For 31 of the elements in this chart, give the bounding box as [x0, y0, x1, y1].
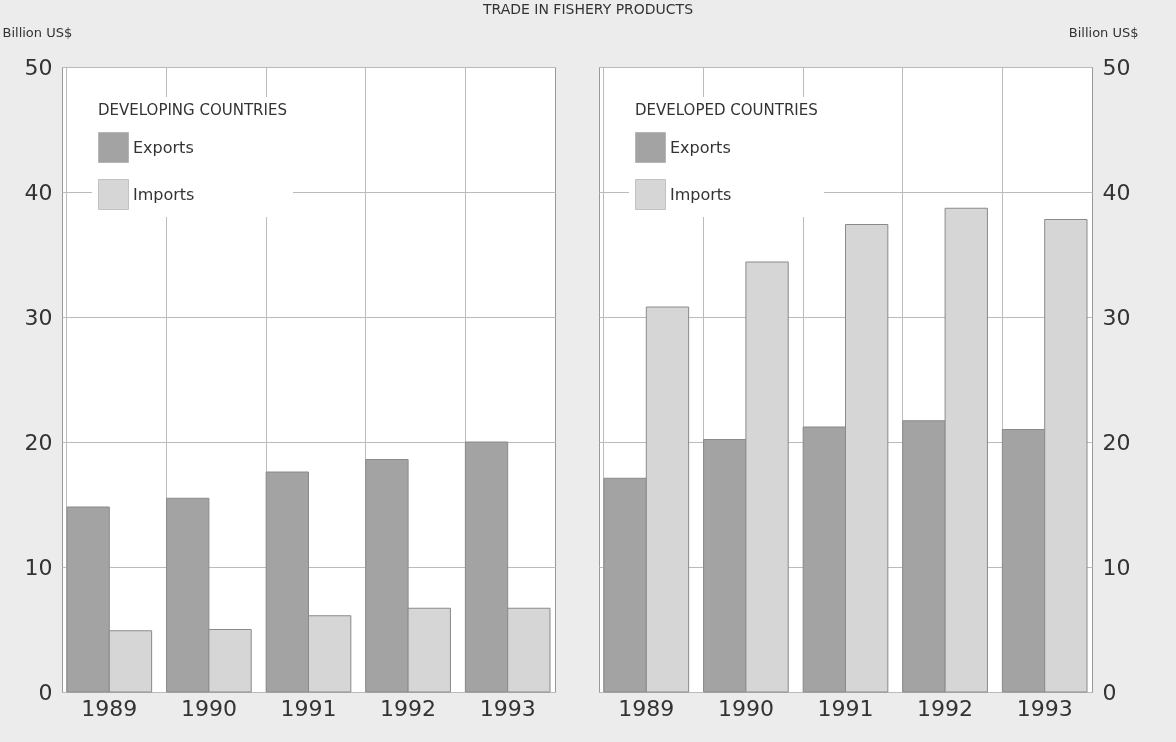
y2-tick-label: 20 [1102, 429, 1131, 455]
y2-tick-label: 30 [1102, 304, 1131, 330]
legend-label: Exports [133, 137, 194, 157]
x-tick-label: 1990 [180, 695, 237, 721]
y-tick-label: 50 [24, 54, 53, 80]
x-tick-label: 1989 [81, 695, 138, 721]
y2-tick-label: 10 [1102, 554, 1131, 580]
x-tick-label: 1992 [380, 695, 437, 721]
y-tick-label: 10 [24, 554, 53, 580]
y-tick-label: 30 [24, 304, 53, 330]
legend-title: DEVELOPED COUNTRIES [635, 101, 818, 119]
x-tick-label: 1992 [917, 695, 974, 721]
x-tick-label: 1990 [717, 695, 774, 721]
y2-axis-title: Billion US$ [1068, 24, 1139, 40]
legend-label: Imports [133, 184, 195, 204]
y2-tick-label: 0 [1102, 679, 1117, 705]
y2-tick-label: 50 [1102, 54, 1131, 80]
x-tick-label: 1991 [817, 695, 874, 721]
y-tick-label: 0 [38, 679, 53, 705]
y2-tick-label: 40 [1102, 179, 1131, 205]
legend-label: Exports [670, 137, 731, 157]
legend-title: DEVELOPING COUNTRIES [98, 101, 287, 119]
y-tick-label: 20 [24, 429, 53, 455]
y-axis-title: Billion US$ [2, 24, 73, 40]
x-tick-label: 1993 [1016, 695, 1073, 721]
x-tick-label: 1989 [618, 695, 675, 721]
y-tick-label: 40 [24, 179, 53, 205]
x-tick-label: 1991 [280, 695, 337, 721]
legend-label: Imports [670, 184, 732, 204]
x-tick-label: 1993 [479, 695, 536, 721]
text: TRADE IN FISHERY PRODUCTS [481, 0, 695, 19]
